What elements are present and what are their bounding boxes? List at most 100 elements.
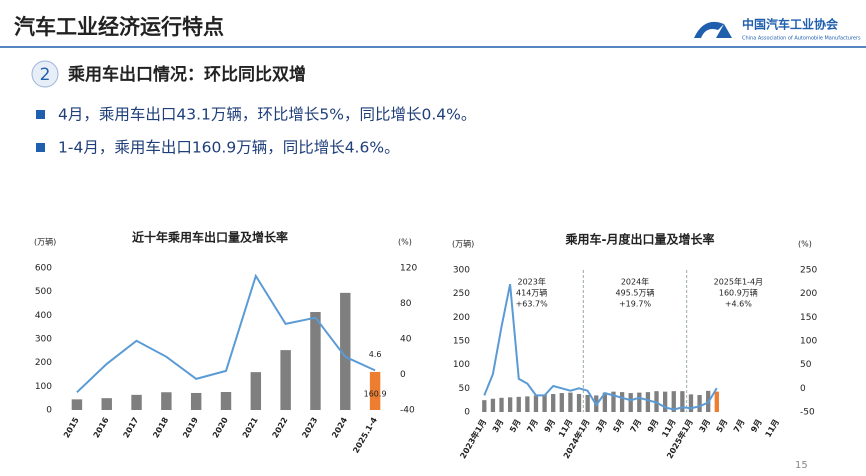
y-tick-label: 100 [35,382,52,392]
bar [568,392,573,412]
y2-tick-label: 0 [800,384,806,394]
annotation: 414万辆 [516,288,547,298]
bar [688,394,694,412]
bar [697,395,702,412]
bar [161,392,172,410]
section-badge [31,60,59,88]
bullet: 1-4月，乘用车出口160.9万辆，同比增长4.6%。 [58,139,400,157]
annotation: +63.7% [516,300,549,309]
x-tick-label: 2020 [211,415,230,439]
y-tick-label: 300 [35,335,52,345]
x-tick-label: 2023 [300,416,319,440]
bar [220,392,232,410]
bar [525,396,530,412]
y-tick-label: 200 [35,358,52,368]
y2-tick-label: 250 [800,266,817,276]
bar [628,393,633,412]
bullet-icon [36,143,45,152]
x-tick-label: 2016 [92,415,111,439]
x-tick-label: 11月 [764,418,781,439]
bar [662,391,668,412]
bar [131,394,142,410]
bar [490,398,496,412]
bar [637,392,642,412]
page-number: 15 [795,460,808,471]
bar [516,396,521,412]
x-tick-label: 2019 [181,415,200,439]
bar [310,312,321,410]
bar [542,394,547,412]
bar [101,398,112,410]
x-tick-label: 9月 [646,418,661,434]
y-tick-label: 400 [35,311,52,321]
y-tick-label: 50 [459,384,471,394]
bar [340,292,351,410]
x-tick-label: 11月 [660,418,677,439]
x-tick-label: 2021 [241,415,260,439]
header-title: 汽车工业经济运行特点 [14,15,224,39]
logo-en: China Association of Automobile Manufact… [742,36,861,42]
x-tick-label: 3月 [594,418,609,434]
y2-axis-label: (%) [798,240,812,249]
y2-axis-label: (%) [398,238,412,247]
annotation: 160.9万辆 [719,288,758,298]
line [76,273,376,394]
annotation: 2024年 [621,277,649,287]
y-tick-label: 0 [46,406,52,416]
y2-tick-label: 120 [400,264,417,274]
bar [482,400,487,412]
bullet-icon [36,110,45,119]
x-tick-label: 7月 [732,418,747,434]
annotation: +4.6% [725,300,752,309]
y-tick-label: 200 [453,313,470,323]
x-tick-label: 3月 [491,418,506,434]
x-tick-label: 9月 [543,418,558,434]
x-tick-label: 5月 [715,418,730,434]
y2-tick-label: 80 [400,299,412,309]
bullet: 4月，乘用车出口43.1万辆，环比增长5%，同比增长0.4%。 [58,106,476,124]
annotation: 2023年 [517,277,545,287]
y2-tick-label: 40 [400,335,412,345]
y-axis-label: (万辆) [452,239,474,249]
logo-mark [694,21,732,38]
bar [551,394,556,412]
x-tick-label: 7月 [629,418,644,434]
x-tick-label: 2018 [151,415,170,439]
x-tick-label: 2017 [122,416,141,440]
line-value-label: 4.6 [369,350,382,359]
x-tick-label: 9月 [749,418,764,434]
bar [714,391,719,412]
chart-title: 乘用车-月度出口量及增长率 [565,232,715,247]
section-number: 2 [40,65,51,85]
y-tick-label: 600 [35,264,52,274]
y-tick-label: 100 [453,360,470,370]
y-axis-label: (万辆) [34,237,56,247]
y2-tick-label: 150 [800,313,817,323]
y-tick-label: 500 [35,287,52,297]
bar [71,399,83,410]
y-tick-label: 150 [453,337,470,347]
y2-tick-label: 0 [400,370,406,380]
bar [619,392,625,412]
annotation: +19.7% [619,300,652,309]
bar-value-label: 160.9 [364,389,387,398]
bar [369,371,381,410]
bar [611,391,616,412]
x-tick-label: 11月 [557,418,574,439]
bar [585,394,590,412]
bar [576,394,582,412]
bar [680,391,685,412]
x-tick-label: 5月 [508,418,523,434]
bar [280,350,291,410]
bar [645,392,651,412]
x-tick-label: 2022 [271,416,290,440]
x-tick-label: 2024 [330,415,349,439]
y2-tick-label: 100 [800,337,817,347]
x-tick-label: 2015 [62,415,81,439]
y-tick-label: 300 [453,266,470,276]
x-tick-label: 5月 [611,418,626,434]
line [483,284,718,411]
bar [190,392,202,410]
x-tick-label: 2023年1月 [458,417,489,460]
